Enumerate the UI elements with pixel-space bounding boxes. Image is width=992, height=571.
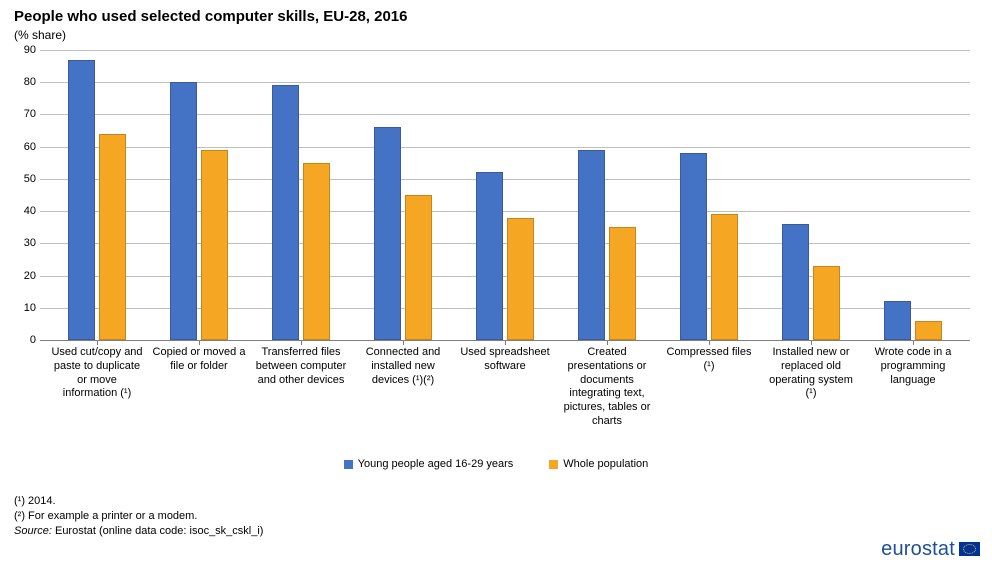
x-tick (607, 340, 608, 345)
bar (782, 224, 809, 340)
x-category-label: Used cut/copy and paste to duplicate or … (50, 346, 144, 401)
x-category-label: Compressed files (¹) (662, 346, 756, 374)
bar (609, 227, 636, 340)
bar (374, 127, 401, 340)
x-tick (301, 340, 302, 345)
y-tick-label: 0 (6, 334, 36, 346)
x-tick (505, 340, 506, 345)
y-tick-label: 40 (6, 205, 36, 217)
y-tick-label: 30 (6, 237, 36, 249)
source-prefix: Source: (14, 525, 52, 537)
x-category-label: Connected and installed new devices (¹)(… (356, 346, 450, 387)
eurostat-logo: eurostat (881, 538, 980, 561)
chart-subtitle: (% share) (14, 28, 66, 42)
y-tick-label: 70 (6, 108, 36, 120)
source-line: Source: Eurostat (online data code: isoc… (14, 524, 263, 539)
bar (99, 134, 126, 340)
bar (915, 321, 942, 340)
y-tick-label: 10 (6, 302, 36, 314)
legend-item: Whole population (549, 458, 648, 470)
eu-flag-icon (959, 542, 980, 556)
bar (813, 266, 840, 340)
x-tick (709, 340, 710, 345)
legend-label: Whole population (563, 458, 648, 470)
x-category-label: Wrote code in a programming language (866, 346, 960, 387)
bar (303, 163, 330, 340)
bar (578, 150, 605, 340)
footnotes: (¹) 2014.(²) For example a printer or a … (14, 494, 263, 539)
x-category-label: Installed new or replaced old operating … (764, 346, 858, 401)
x-category-label: Transferred files between computer and o… (254, 346, 348, 387)
legend-item: Young people aged 16-29 years (344, 458, 514, 470)
y-tick-label: 60 (6, 141, 36, 153)
chart-title: People who used selected computer skills… (14, 8, 408, 25)
legend-swatch (549, 460, 558, 469)
bar (405, 195, 432, 340)
bar (201, 150, 228, 340)
legend: Young people aged 16-29 years Whole popul… (0, 458, 992, 470)
bar (507, 218, 534, 340)
legend-label: Young people aged 16-29 years (358, 458, 514, 470)
x-tick (199, 340, 200, 345)
x-category-label: Used spreadsheet software (458, 346, 552, 374)
x-tick (403, 340, 404, 345)
gridline (40, 50, 970, 51)
bar (68, 60, 95, 340)
x-category-label: Copied or moved a file or folder (152, 346, 246, 374)
y-tick-label: 80 (6, 76, 36, 88)
x-tick (97, 340, 98, 345)
bar (884, 301, 911, 340)
logo-text: eurostat (881, 538, 955, 560)
y-tick-label: 90 (6, 44, 36, 56)
legend-swatch (344, 460, 353, 469)
bar (272, 85, 299, 340)
y-tick-label: 20 (6, 270, 36, 282)
bar (711, 214, 738, 340)
x-tick (913, 340, 914, 345)
x-category-label: Created presentations or documents integ… (560, 346, 654, 429)
y-tick-label: 50 (6, 173, 36, 185)
source-text: Eurostat (online data code: isoc_sk_cskl… (52, 525, 264, 537)
bar (680, 153, 707, 340)
footnote-line: (¹) 2014. (14, 494, 263, 509)
bar (476, 172, 503, 340)
footnote-line: (²) For example a printer or a modem. (14, 509, 263, 524)
bar (170, 82, 197, 340)
x-tick (811, 340, 812, 345)
plot-area (40, 50, 970, 340)
